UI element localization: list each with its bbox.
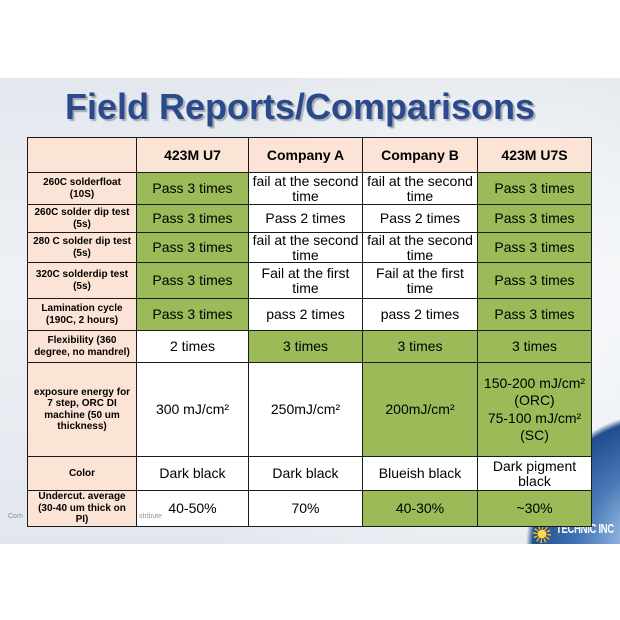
- table-cell: fail at the second time: [363, 173, 477, 204]
- column-header: Company A: [249, 138, 362, 172]
- table-cell: 3 times: [249, 331, 362, 362]
- table-cell: Fail at the first time: [363, 263, 477, 298]
- table-cell: Dark black: [137, 457, 248, 490]
- row-label: Undercut. average (30-40 um thick on PI): [28, 491, 136, 526]
- table-cell: Dark black: [249, 457, 362, 490]
- row-label: 280 C solder dip test (5s): [28, 233, 136, 262]
- slide-title: Field Reports/Comparisons: [64, 86, 536, 127]
- table-corner-cell: [28, 138, 136, 172]
- table-cell: Pass 3 times: [478, 233, 591, 262]
- comparison-table: 423M U7 Company A Company B 423M U7S 260…: [27, 137, 592, 527]
- table-cell: fail at the second time: [249, 232, 362, 262]
- table-cell: 150-200 mJ/cm² (ORC) 75-100 mJ/cm² (SC): [478, 363, 591, 456]
- row-label: 320C solderdip test (5s): [28, 263, 136, 298]
- table-cell: pass 2 times: [363, 299, 477, 330]
- table-cell: pass 2 times: [249, 299, 362, 330]
- row-label: 260C solderfloat (10S): [28, 173, 136, 204]
- slide: TECHNIC INC Field Reports/Comparisons 42…: [0, 78, 620, 544]
- table-cell: 70%: [249, 491, 362, 526]
- table-cell: Pass 3 times: [478, 173, 591, 204]
- table-cell: 250mJ/cm²: [249, 363, 362, 456]
- table-cell: Fail at the first time: [249, 263, 362, 298]
- row-label: Flexibility (360 degree, no mandrel): [28, 331, 136, 362]
- table-cell: Pass 3 times: [478, 299, 591, 330]
- table-cell: fail at the second time: [249, 173, 362, 204]
- table-cell: ~30%: [478, 491, 591, 526]
- logo-sun-icon: [533, 525, 551, 543]
- footer-text: stribute: [139, 513, 162, 520]
- table-cell: 300 mJ/cm²: [137, 363, 248, 456]
- table-cell: 40-50%: [137, 491, 248, 526]
- table-cell: Pass 3 times: [478, 263, 591, 298]
- table-cell: Pass 2 times: [363, 205, 477, 232]
- table-cell: 2 times: [137, 331, 248, 362]
- table-cell: Dark pigment black: [478, 457, 591, 490]
- row-label: Lamination cycle (190C, 2 hours): [28, 299, 136, 330]
- table-cell: 3 times: [363, 331, 477, 362]
- table-cell: Blueish black: [363, 457, 477, 490]
- table-cell: 3 times: [478, 331, 591, 362]
- table-cell: Pass 3 times: [137, 173, 248, 204]
- table-cell: fail at the second time: [363, 232, 477, 262]
- row-label: 260C solder dip test (5s): [28, 205, 136, 232]
- table-cell: 200mJ/cm²: [363, 363, 477, 456]
- table-cell: Pass 3 times: [137, 263, 248, 298]
- table-cell: Pass 2 times: [249, 205, 362, 232]
- table-cell: 40-30%: [363, 491, 477, 526]
- column-header: 423M U7: [137, 138, 248, 172]
- column-header: 423M U7S: [478, 138, 591, 172]
- row-label: Color: [28, 457, 136, 490]
- column-header: Company B: [363, 138, 477, 172]
- table-cell: Pass 3 times: [478, 205, 591, 232]
- row-label: exposure energy for 7 step, ORC DI machi…: [28, 363, 136, 456]
- footer-text: Com: [8, 513, 23, 520]
- table-cell: Pass 3 times: [137, 299, 248, 330]
- table-cell: Pass 3 times: [137, 205, 248, 232]
- table-cell: Pass 3 times: [137, 233, 248, 262]
